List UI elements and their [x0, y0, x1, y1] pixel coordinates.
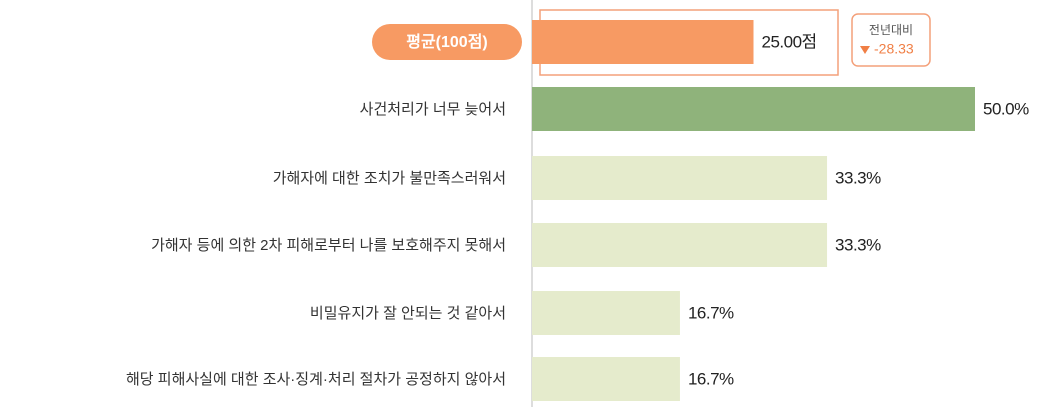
comparison-value: -28.33	[874, 41, 914, 57]
bar	[532, 357, 680, 401]
down-arrow	[860, 46, 870, 54]
comparison-label: 전년대비	[869, 23, 913, 37]
bar	[532, 156, 828, 200]
value-label: 33.3%	[835, 235, 881, 254]
comparison-box	[851, 13, 931, 67]
bar	[532, 20, 754, 64]
category-label: 비밀유지가 잘 안되는 것 같아서	[310, 305, 506, 322]
value-label: 50.0%	[983, 99, 1029, 118]
category-label: 사건처리가 너무 늦어서	[360, 101, 506, 118]
value-label: 16.7%	[688, 369, 734, 388]
bar	[532, 291, 680, 335]
category-label: 평균(100점)	[406, 32, 488, 51]
value-label: 16.7%	[688, 303, 734, 322]
category-label: 가해자 등에 의한 2차 피해로부터 나를 보호해주지 못해서	[151, 237, 506, 254]
value-label: 33.3%	[835, 168, 881, 187]
category-pill	[372, 24, 522, 60]
bar	[532, 87, 975, 131]
bar	[532, 223, 828, 267]
value-label: 25.00점	[762, 32, 817, 51]
category-label: 가해자에 대한 조치가 불만족스러워서	[273, 170, 506, 187]
category-label: 해당 피해사실에 대한 조사·징계·처리 절차가 공정하지 않아서	[126, 371, 506, 388]
